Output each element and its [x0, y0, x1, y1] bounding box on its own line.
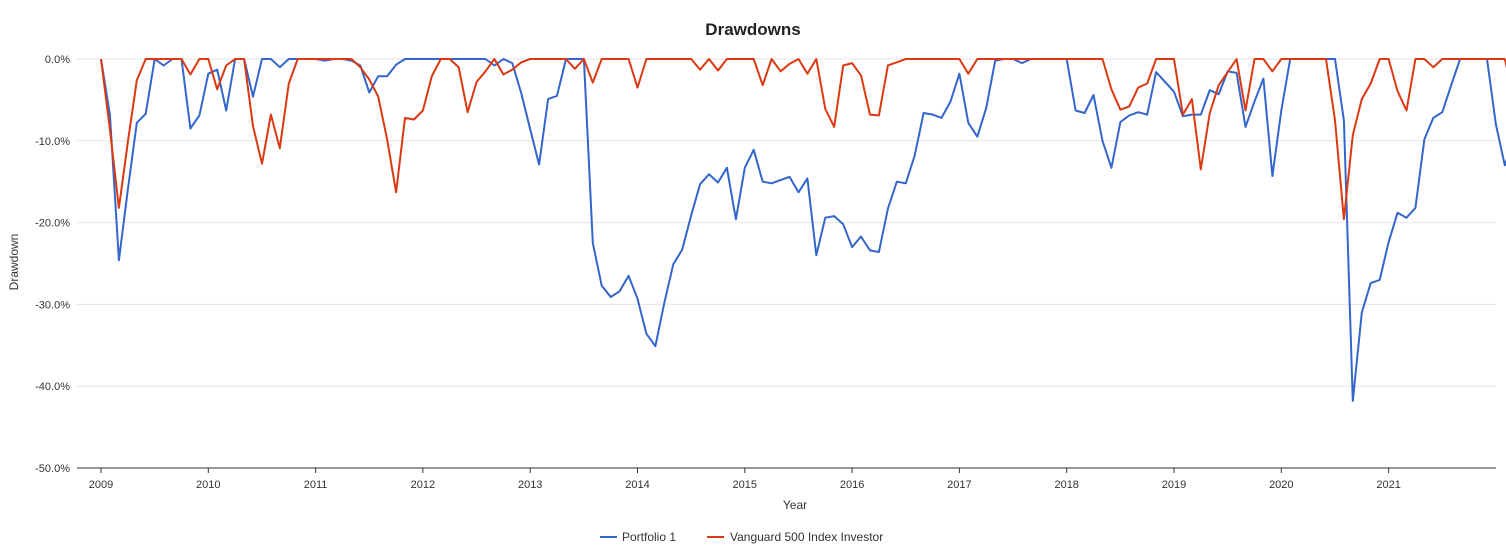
- y-tick-label: -50.0%: [35, 463, 70, 475]
- x-tick-label: 2014: [625, 479, 649, 491]
- x-tick-label: 2016: [840, 479, 864, 491]
- series-lines: [100, 58, 1506, 402]
- x-tick-label: 2015: [733, 479, 757, 491]
- x-tick-label: 2019: [1162, 479, 1186, 491]
- y-tick-label: -30.0%: [35, 299, 70, 311]
- series-line-2: [100, 58, 1506, 221]
- legend: Portfolio 1 Vanguard 500 Index Investor: [600, 530, 883, 544]
- x-tick-label: 2012: [411, 479, 435, 491]
- x-tick-label: 2018: [1054, 479, 1078, 491]
- chart-title: Drawdowns: [705, 20, 800, 39]
- y-axis-ticks: 0.0% -10.0% -20.0% -30.0% -40.0% -50.0%: [35, 54, 70, 475]
- legend-label: Portfolio 1: [622, 530, 676, 544]
- y-tick-label: 0.0%: [45, 54, 70, 66]
- x-tick-label: 2011: [304, 479, 328, 491]
- x-axis-ticks: 2009 2010 2011 2012 2013 2014 2015 2016 2017 2018…: [89, 468, 1401, 491]
- x-tick-label: 2013: [518, 479, 542, 491]
- x-tick-label: 2021: [1376, 479, 1400, 491]
- x-tick-label: 2017: [947, 479, 971, 491]
- legend-label: Vanguard 500 Index Investor: [730, 530, 883, 544]
- x-tick-label: 2009: [89, 479, 113, 491]
- series-line-1: [100, 58, 1506, 402]
- gridlines: [77, 58, 1496, 387]
- y-tick-label: -20.0%: [35, 218, 70, 230]
- x-tick-label: 2020: [1269, 479, 1293, 491]
- y-tick-label: -40.0%: [35, 381, 70, 393]
- x-axis-label: Year: [783, 498, 807, 512]
- x-tick-label: 2010: [196, 479, 220, 491]
- y-axis-label: Drawdown: [7, 234, 21, 291]
- y-tick-label: -10.0%: [35, 136, 70, 148]
